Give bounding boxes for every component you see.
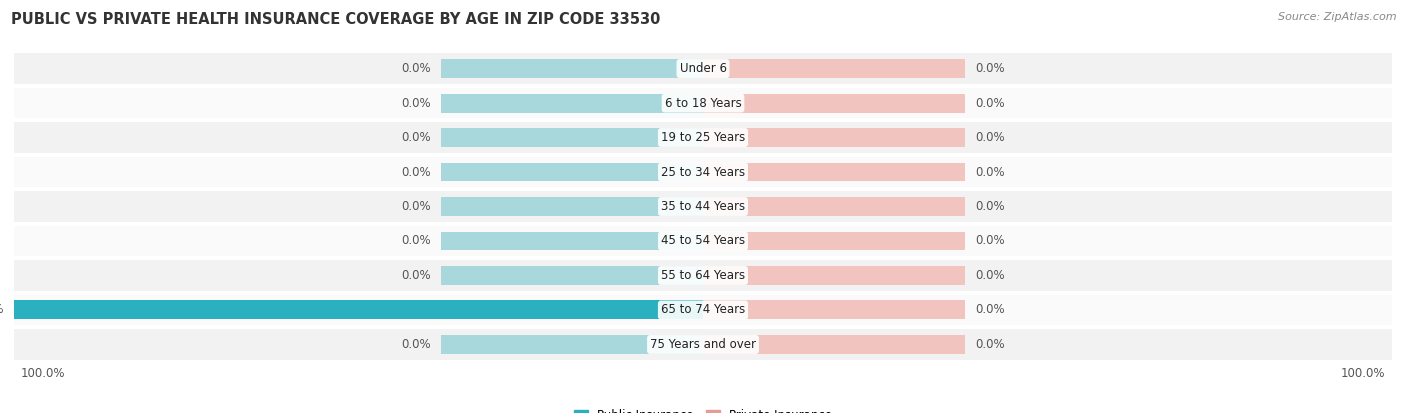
Text: 0.0%: 0.0% [401,200,430,213]
Bar [441,335,703,354]
Bar [703,59,965,78]
Bar [441,59,703,78]
Bar [703,335,965,354]
Text: 0.0%: 0.0% [401,97,430,109]
Text: 0.0%: 0.0% [401,338,430,351]
Bar [14,301,703,320]
Text: 25 to 34 Years: 25 to 34 Years [661,166,745,178]
Bar [14,88,1392,118]
Text: 0.0%: 0.0% [976,62,1005,75]
Bar [14,122,1392,153]
Bar [441,163,703,181]
Legend: Public Insurance, Private Insurance: Public Insurance, Private Insurance [569,404,837,413]
Text: 0.0%: 0.0% [401,235,430,247]
Text: 0.0%: 0.0% [401,269,430,282]
Text: 45 to 54 Years: 45 to 54 Years [661,235,745,247]
Text: 0.0%: 0.0% [976,166,1005,178]
Bar [441,301,703,320]
Bar [14,53,1392,84]
Bar [703,93,965,112]
Bar [441,266,703,285]
Text: Under 6: Under 6 [679,62,727,75]
Text: 0.0%: 0.0% [976,235,1005,247]
Bar [14,191,1392,222]
Text: Source: ZipAtlas.com: Source: ZipAtlas.com [1278,12,1396,22]
Bar [703,163,965,181]
Bar [703,197,965,216]
Text: 65 to 74 Years: 65 to 74 Years [661,304,745,316]
Bar [703,301,965,320]
Text: 0.0%: 0.0% [401,166,430,178]
Text: 0.0%: 0.0% [976,200,1005,213]
Text: 100.0%: 100.0% [1340,367,1385,380]
Text: 0.0%: 0.0% [401,62,430,75]
Text: 0.0%: 0.0% [976,131,1005,144]
Text: 0.0%: 0.0% [976,97,1005,109]
Bar [14,226,1392,256]
Text: 6 to 18 Years: 6 to 18 Years [665,97,741,109]
Bar [703,266,965,285]
Bar [441,197,703,216]
Text: 100.0%: 100.0% [0,304,4,316]
Bar [14,295,1392,325]
Text: 19 to 25 Years: 19 to 25 Years [661,131,745,144]
Text: 100.0%: 100.0% [21,367,66,380]
Text: 0.0%: 0.0% [976,338,1005,351]
Text: 0.0%: 0.0% [976,304,1005,316]
Text: 75 Years and over: 75 Years and over [650,338,756,351]
Bar [14,157,1392,187]
Bar [14,260,1392,291]
Text: 55 to 64 Years: 55 to 64 Years [661,269,745,282]
Bar [441,128,703,147]
Bar [441,232,703,250]
Text: 0.0%: 0.0% [401,131,430,144]
Text: 0.0%: 0.0% [976,269,1005,282]
Bar [703,128,965,147]
Text: PUBLIC VS PRIVATE HEALTH INSURANCE COVERAGE BY AGE IN ZIP CODE 33530: PUBLIC VS PRIVATE HEALTH INSURANCE COVER… [11,12,661,27]
Bar [14,329,1392,360]
Text: 35 to 44 Years: 35 to 44 Years [661,200,745,213]
Bar [703,232,965,250]
Bar [441,93,703,112]
